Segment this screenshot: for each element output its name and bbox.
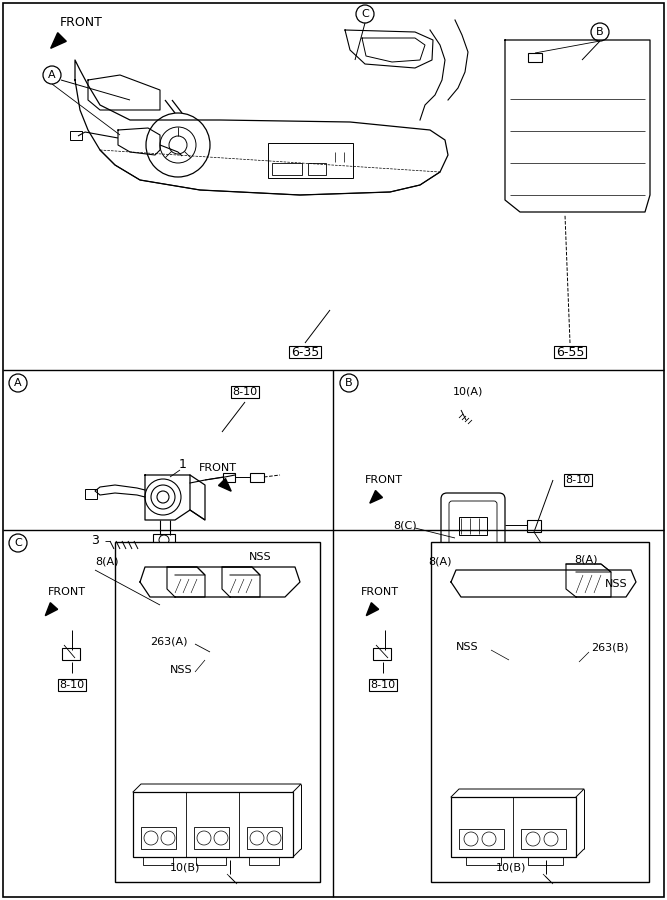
Bar xyxy=(196,857,226,865)
Bar xyxy=(289,346,321,358)
Text: 263(B): 263(B) xyxy=(591,642,628,652)
Polygon shape xyxy=(219,479,231,491)
Bar xyxy=(153,534,175,547)
Bar xyxy=(308,163,326,175)
Bar xyxy=(247,827,282,849)
Text: FRONT: FRONT xyxy=(365,475,403,485)
Bar xyxy=(373,648,391,660)
Text: A: A xyxy=(48,70,56,80)
Bar xyxy=(143,857,173,865)
Text: 10(B): 10(B) xyxy=(170,862,200,872)
Bar xyxy=(459,517,487,535)
Text: 263(A): 263(A) xyxy=(150,637,187,647)
Polygon shape xyxy=(45,603,57,616)
Bar xyxy=(564,474,592,486)
Text: 8(A): 8(A) xyxy=(428,557,452,567)
Text: FRONT: FRONT xyxy=(48,587,86,597)
FancyBboxPatch shape xyxy=(441,493,505,557)
Bar xyxy=(70,131,82,140)
Bar xyxy=(369,679,398,691)
Bar xyxy=(133,792,293,857)
Bar xyxy=(272,163,302,175)
Text: NSS: NSS xyxy=(249,552,271,562)
Bar xyxy=(431,542,649,882)
Text: FRONT: FRONT xyxy=(199,463,237,473)
Bar xyxy=(528,857,563,865)
Bar xyxy=(528,53,542,62)
Bar xyxy=(466,857,501,865)
Bar xyxy=(459,829,504,849)
Bar xyxy=(62,648,80,660)
Bar xyxy=(231,386,259,398)
Text: 8(C): 8(C) xyxy=(393,520,417,530)
Text: 8-10: 8-10 xyxy=(59,680,85,690)
Text: NSS: NSS xyxy=(605,579,627,589)
Bar xyxy=(223,473,235,482)
Bar xyxy=(521,829,566,849)
Text: C: C xyxy=(14,538,22,548)
Bar xyxy=(141,827,176,849)
Text: 8-10: 8-10 xyxy=(370,680,396,690)
Bar xyxy=(268,143,353,178)
Text: C: C xyxy=(361,9,369,19)
Text: NSS: NSS xyxy=(456,642,479,652)
Text: 1: 1 xyxy=(179,458,187,472)
Text: B: B xyxy=(346,378,353,388)
Text: 3: 3 xyxy=(91,534,99,546)
Text: 8-10: 8-10 xyxy=(566,475,590,485)
Text: A: A xyxy=(14,378,22,388)
Bar xyxy=(451,797,576,857)
Text: 10(A): 10(A) xyxy=(453,387,483,397)
Text: 8(A): 8(A) xyxy=(95,557,119,567)
Polygon shape xyxy=(370,491,382,503)
Polygon shape xyxy=(51,32,66,49)
Bar xyxy=(554,346,586,358)
Text: NSS: NSS xyxy=(170,665,193,675)
Text: 6-35: 6-35 xyxy=(291,346,319,358)
Bar xyxy=(194,827,229,849)
Text: FRONT: FRONT xyxy=(361,587,399,597)
Bar xyxy=(527,520,541,532)
Bar xyxy=(250,473,264,482)
Bar xyxy=(85,489,97,499)
Text: 6-55: 6-55 xyxy=(556,346,584,358)
Text: 10(B): 10(B) xyxy=(496,863,526,873)
Text: FRONT: FRONT xyxy=(60,15,103,29)
Polygon shape xyxy=(366,603,379,616)
Bar xyxy=(58,679,86,691)
Bar xyxy=(115,542,320,882)
Text: B: B xyxy=(596,27,604,37)
Text: 8(A): 8(A) xyxy=(574,555,598,565)
Text: 8-10: 8-10 xyxy=(232,387,257,397)
Bar xyxy=(249,857,279,865)
